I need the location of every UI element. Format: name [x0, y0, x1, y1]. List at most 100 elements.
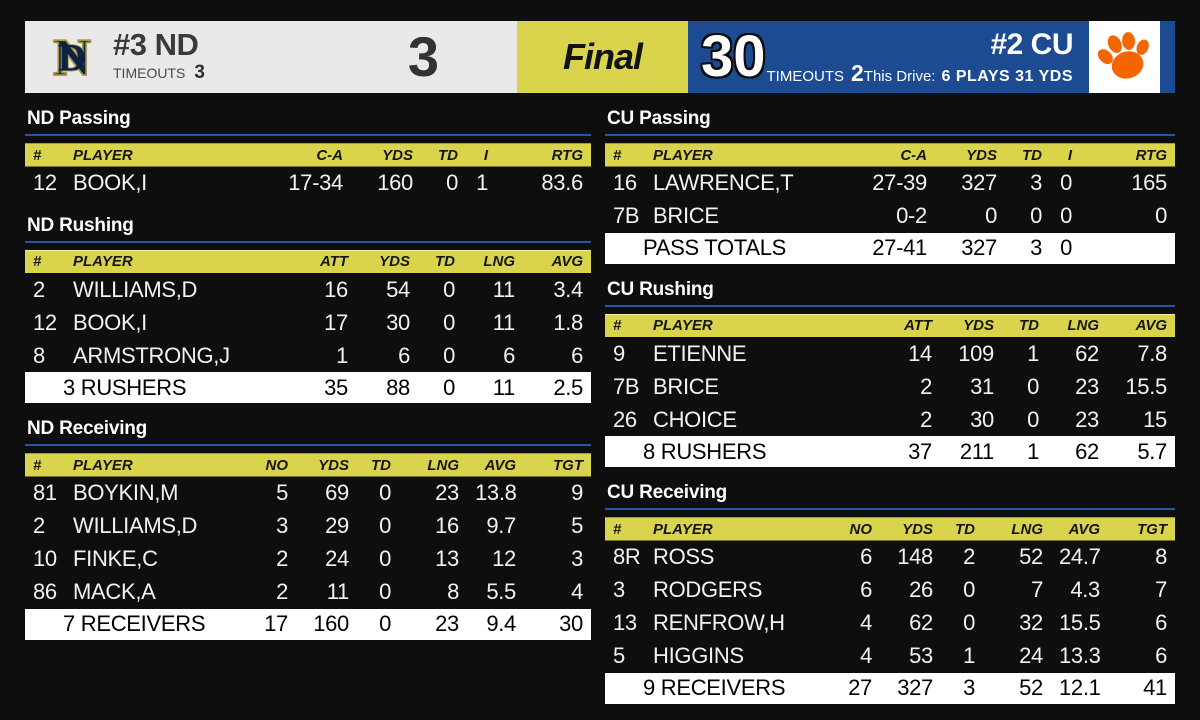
totals-label: 3 RUSHERS — [25, 372, 281, 403]
stat-value: 2 — [920, 373, 932, 399]
stat-value: 9.7 — [486, 513, 516, 538]
nd-timeouts-count: 3 — [194, 61, 205, 83]
jersey-number: 9 — [613, 340, 625, 366]
stat-value: 12 — [492, 546, 516, 571]
stat-value: 0 — [1060, 203, 1072, 228]
cu-passing-totals-row: PASS TOTALS 27-41 327 3 0 — [605, 232, 1175, 264]
totals-value: 2.5 — [523, 372, 591, 403]
table-row: 8R ROSS 6 148 2 52 24.7 8 — [605, 541, 1175, 574]
col-header--: # — [605, 313, 645, 338]
col-header-yds: YDS — [356, 249, 418, 274]
nd-stats-column: ND Passing # PLAYER C-A YDS TD I RTG 12 BOOK,I 17-… — [25, 95, 591, 640]
table-row: 8 ARMSTRONG,J 1 6 0 6 6 — [25, 339, 591, 372]
table-row: 16 LAWRENCE,T 27-39 327 3 0 165 — [605, 167, 1175, 200]
stat-value: 0 — [1060, 170, 1072, 196]
stat-value: 11 — [326, 579, 350, 604]
stat-value: 6 — [860, 577, 872, 602]
nd-receiving-totals-row: 7 RECEIVERS 17 160 0 23 9.4 30 — [25, 608, 591, 640]
jersey-number: 10 — [33, 546, 57, 571]
stat-value: 15 — [1143, 406, 1167, 432]
nd-rushing-title: ND Rushing — [25, 215, 591, 243]
stat-value: 6 — [1155, 610, 1167, 635]
col-header-avg: AVG — [1051, 517, 1108, 541]
cu-receiving-totals-row: 9 RECEIVERS 27 327 3 52 12.1 41 — [605, 672, 1175, 704]
nd-score: 3 — [407, 25, 439, 88]
totals-value: 27 — [820, 672, 880, 704]
jersey-number: 81 — [33, 480, 57, 506]
stat-value: 3 — [571, 546, 583, 571]
player-name: FINKE,C — [73, 546, 158, 571]
player-name: MACK,A — [73, 579, 156, 604]
totals-value: 27-41 — [835, 232, 935, 264]
player-name: BOYKIN,M — [73, 480, 179, 506]
col-header-no: NO — [236, 453, 296, 477]
cu-rushing-table: # PLAYER ATT YDS TD LNG AVG 9 ETIENNE 14 109 1 62 7.8… — [605, 313, 1175, 467]
stat-value: 6 — [860, 544, 872, 570]
totals-label: PASS TOTALS — [605, 232, 835, 264]
nd-timeouts: TIMEOUTS 3 — [113, 62, 205, 85]
col-header-i: I — [466, 143, 496, 167]
nd-timeouts-label: TIMEOUTS — [113, 64, 186, 81]
stat-value: 62 — [1075, 340, 1099, 366]
jersey-number: 13 — [613, 610, 637, 635]
stat-value: 24 — [1019, 643, 1043, 668]
cu-timeouts-count: 2 — [851, 60, 864, 87]
stat-value: 7.8 — [1137, 340, 1167, 366]
stat-value: 160 — [377, 170, 413, 196]
cu-stats-column: CU Passing # PLAYER C-A YDS TD I RTG 16 LAWRENCE,… — [605, 95, 1175, 704]
stat-value: 0 — [963, 610, 975, 635]
stat-value: 62 — [909, 610, 933, 635]
col-header-avg: AVG — [523, 249, 591, 274]
col-header-att: ATT — [281, 249, 356, 274]
stat-value: 0 — [379, 513, 391, 538]
totals-value: 0 — [357, 608, 399, 640]
nd-rushing-header-row: # PLAYER ATT YDS TD LNG AVG — [25, 249, 591, 274]
jersey-number: 86 — [33, 579, 57, 604]
svg-text:D: D — [58, 36, 86, 80]
stat-value: 23 — [1075, 406, 1099, 432]
player-name: CHOICE — [653, 406, 737, 432]
totals-value: 9.4 — [467, 608, 524, 640]
player-name: ROSS — [653, 544, 715, 570]
cu-team-name: #2 CU — [990, 27, 1073, 61]
player-name: RODGERS — [653, 577, 763, 602]
stat-value: 3.4 — [553, 276, 583, 302]
nd-rushing-totals-row: 3 RUSHERS 35 88 0 11 2.5 — [25, 372, 591, 403]
stat-value: 26 — [909, 577, 933, 602]
stat-value: 2 — [276, 546, 288, 571]
totals-value: 41 — [1108, 672, 1175, 704]
player-name: RENFROW,H — [653, 610, 785, 635]
totals-value: 327 — [935, 232, 1005, 264]
player-name: BOOK,I — [73, 309, 147, 335]
nd-rushing-table: # PLAYER ATT YDS TD LNG AVG 2 WILLIAMS,D 16 54 0 11 3… — [25, 249, 591, 403]
col-header--: # — [25, 249, 65, 274]
player-name: BRICE — [653, 203, 719, 228]
stat-value: 15.5 — [1059, 610, 1101, 635]
col-header-yds: YDS — [940, 313, 1002, 338]
col-header-player: PLAYER — [645, 517, 820, 541]
stat-value: 165 — [1131, 170, 1167, 196]
cu-receiving-table: # PLAYER NO YDS TD LNG AVG TGT 8R ROSS 6 148 2 52 24.7… — [605, 517, 1175, 704]
col-header-tgt: TGT — [1108, 517, 1175, 541]
stat-value: 2 — [920, 406, 932, 432]
table-row: 81 BOYKIN,M 5 69 0 23 13.8 9 — [25, 477, 591, 510]
col-header-rtg: RTG — [1080, 143, 1175, 167]
stat-value: 0 — [1027, 373, 1039, 399]
stat-value: 3 — [1030, 170, 1042, 196]
col-header-att: ATT — [865, 313, 940, 338]
col-header-yds: YDS — [351, 143, 421, 167]
col-header-player: PLAYER — [645, 143, 835, 167]
stat-value: 6 — [503, 342, 515, 368]
stat-value: 69 — [325, 480, 349, 506]
totals-value: 52 — [983, 672, 1051, 704]
stat-value: 5 — [571, 513, 583, 538]
svg-text:N: N — [53, 29, 91, 87]
nd-monogram-icon: D N D — [52, 28, 92, 87]
col-header--: # — [25, 453, 65, 477]
jersey-number: 3 — [613, 577, 625, 602]
table-row: 26 CHOICE 2 30 0 23 15 — [605, 403, 1175, 436]
stat-value: 327 — [961, 170, 997, 196]
jersey-number: 7B — [613, 203, 640, 228]
table-row: 5 HIGGINS 4 53 1 24 13.3 6 — [605, 640, 1175, 673]
col-header-lng: LNG — [983, 517, 1051, 541]
